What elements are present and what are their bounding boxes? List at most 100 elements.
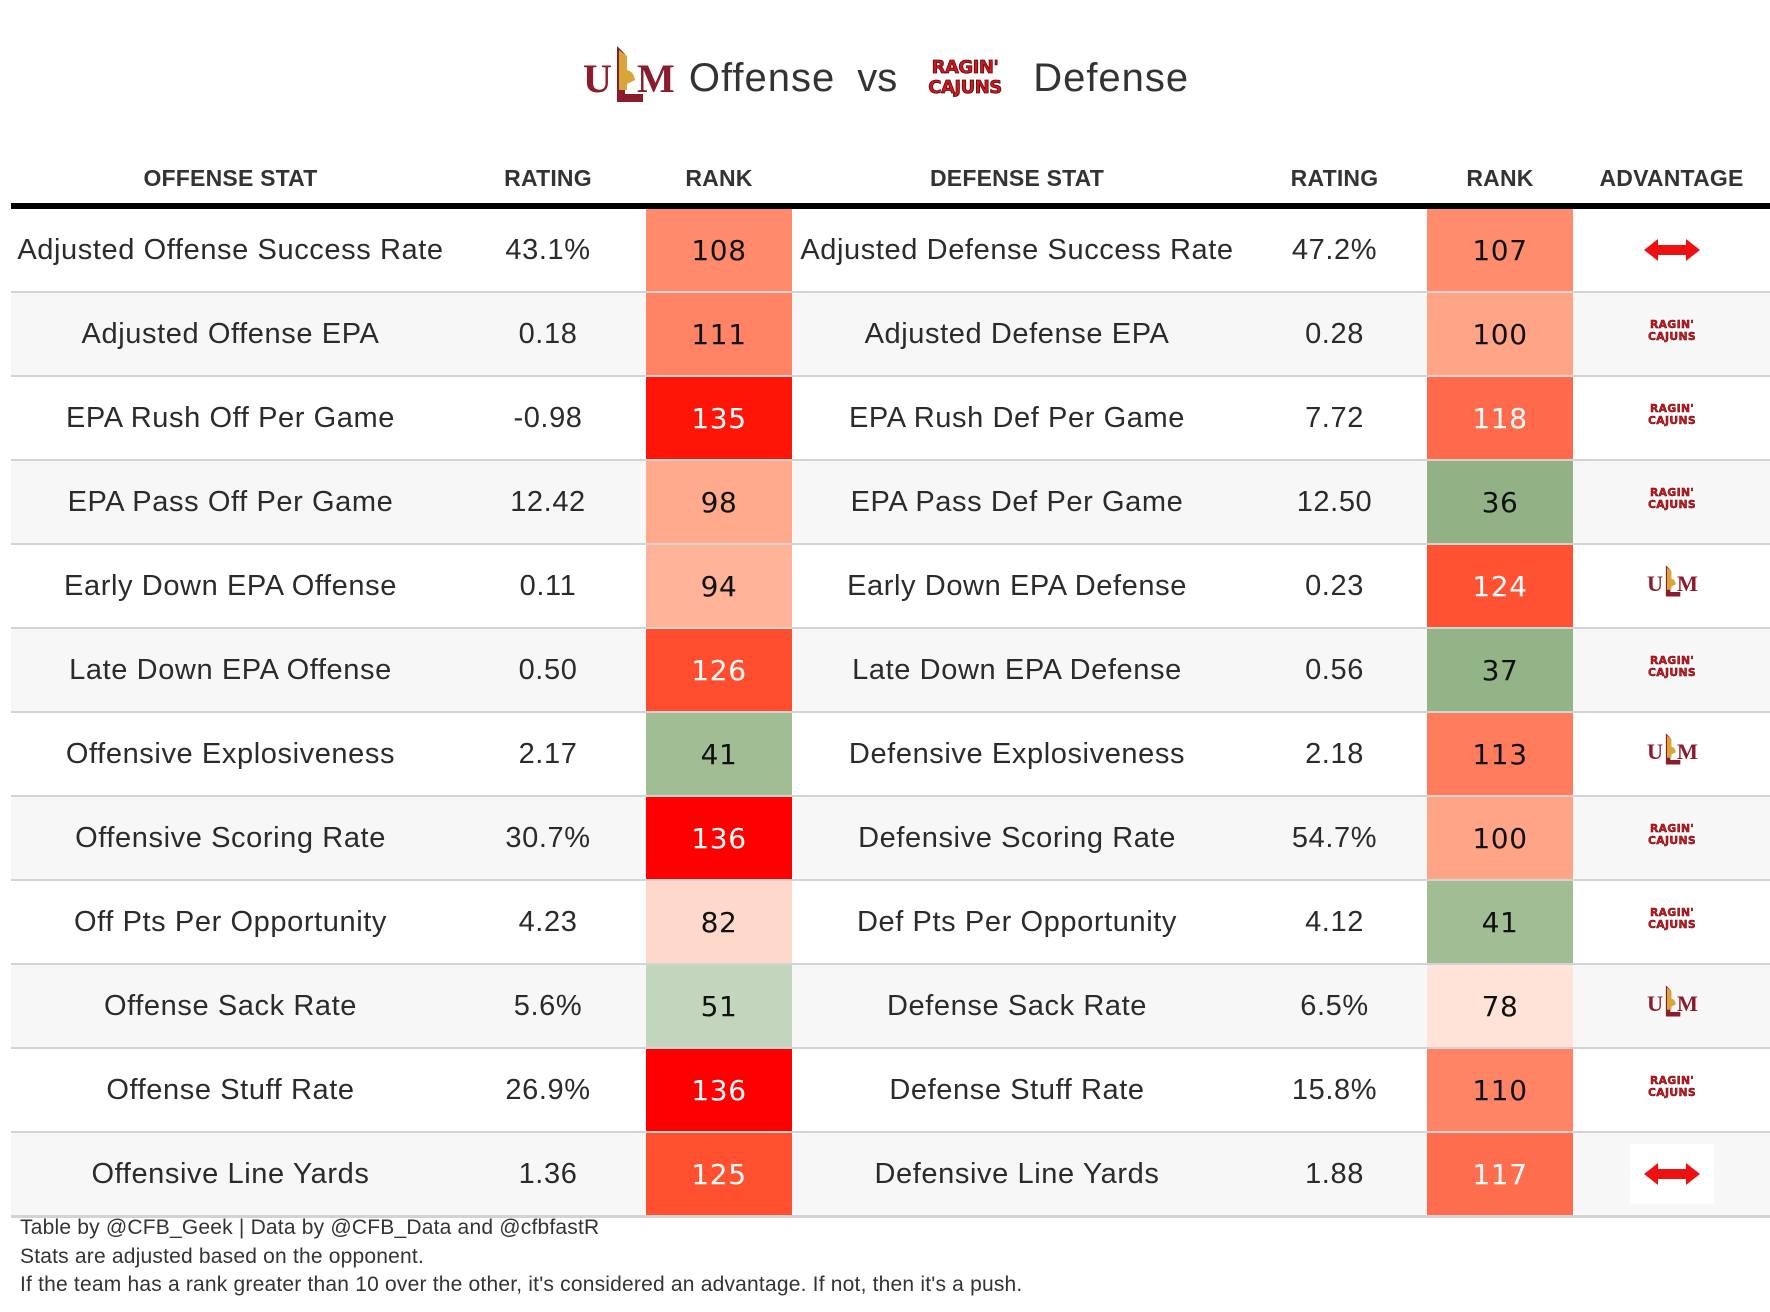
offense-rating: 5.6% [450,963,646,1048]
footer-adjust-note: Stats are adjusted based on the opponent… [20,1244,425,1268]
offense-stat-name: Early Down EPA Offense [11,543,450,628]
defense-rank: 117 [1427,1131,1573,1218]
advantage-cell: RAGIN' CAJUNS [1573,291,1770,376]
table-row: Offense Sack Rate 5.6% 51 Defense Sack R… [11,963,1770,1048]
svg-text:U: U [1647,739,1663,764]
ragin-cajuns-logo: RAGIN' CAJUNS [1647,654,1695,679]
offense-rating: 26.9% [450,1047,646,1132]
svg-text:CAJUNS: CAJUNS [1647,330,1695,343]
offense-stat-name: Adjusted Offense EPA [11,291,450,376]
svg-text:RAGIN': RAGIN' [1649,402,1693,415]
svg-text:CAJUNS: CAJUNS [1647,834,1695,847]
defense-rank: 78 [1427,963,1573,1048]
offense-rank: 98 [646,459,792,544]
advantage-cell: RAGIN' CAJUNS [1573,879,1770,964]
offense-rank: 51 [646,963,792,1048]
defense-rating: 12.50 [1242,459,1427,544]
ragin-cajuns-logo: RAGIN' CAJUNS [919,51,1011,106]
advantage-indicator [1629,1144,1714,1204]
offense-stat-name: Adjusted Offense Success Rate [17,234,444,266]
push-box [1629,220,1714,280]
table-header-row: OFFENSE STAT RATING RANK DEFENSE STAT RA… [11,153,1770,206]
defense-label: Defense [1033,55,1190,100]
advantage-indicator: RAGIN' CAJUNS [1644,903,1700,933]
offense-rating: 1.36 [450,1131,646,1218]
offense-stat-name: Offensive Scoring Rate [11,795,450,880]
defense-rating: 15.8% [1242,1047,1427,1132]
offense-label: Offense [688,55,836,100]
col-header-defense-rating: RATING [1290,164,1379,191]
footer-credit: Table by @CFB_Geek | Data by @CFB_Data a… [20,1216,600,1239]
advantage-cell [1573,206,1770,292]
table-row: Offensive Line Yards 1.36 125 Defensive … [11,1131,1770,1218]
svg-text:M: M [1677,739,1698,764]
defense-rank: 36 [1427,459,1573,544]
offense-rating: 43.1% [505,233,591,266]
offense-rank: 135 [646,375,792,460]
defense-stat-name: Adjusted Defense EPA [792,291,1242,376]
offense-rating: 12.42 [450,459,646,544]
svg-text:RAGIN': RAGIN' [1649,906,1693,919]
ulm-logo: U M [1647,733,1698,765]
offense-rank: 111 [646,291,792,376]
defense-rating: 2.18 [1242,711,1427,796]
ulm-logo: U M [1647,565,1697,597]
svg-text:RAGIN': RAGIN' [1649,654,1693,667]
table-row: Late Down EPA Offense 0.50 126 Late Down… [11,627,1770,712]
footer-notes: Table by @CFB_Geek | Data by @CFB_Data a… [20,1214,1022,1300]
advantage-cell: RAGIN' CAJUNS [1573,375,1770,460]
col-header-offense-stat: OFFENSE STAT [143,164,318,191]
defense-stat-name: Adjusted Defense Success Rate [800,234,1234,266]
offense-rank: 136 [646,795,792,880]
col-header-defense-stat: DEFENSE STAT [929,164,1105,191]
defense-rating: 0.23 [1242,543,1427,628]
defense-stat-name: Early Down EPA Defense [792,543,1242,628]
col-header-offense-rating: RATING [504,164,592,191]
svg-text:RAGIN': RAGIN' [1649,822,1693,835]
svg-text:CAJUNS: CAJUNS [1647,414,1695,427]
table-row: EPA Rush Off Per Game -0.98 135 EPA Rush… [11,375,1770,460]
defense-rating: 4.12 [1242,879,1427,964]
double-arrow-icon [1643,239,1700,261]
ragin-cajuns-logo: RAGIN' CAJUNS [1647,402,1695,427]
advantage-indicator: RAGIN' CAJUNS [1644,1071,1700,1101]
ragin-cajuns-logo: RAGIN' CAJUNS [1647,906,1695,931]
defense-stat-name: Defensive Scoring Rate [792,795,1242,880]
col-header-defense-rank: RANK [1466,164,1534,191]
advantage-indicator [1629,220,1714,280]
offense-rating: 2.17 [450,711,646,796]
ragin-cajuns-logo: RAGIN' CAJUNS [1647,822,1695,847]
offense-stat-name: Off Pts Per Opportunity [11,879,450,964]
advantage-indicator: U M [1644,982,1700,1022]
defense-rank: 110 [1427,1047,1573,1132]
offense-stat-name: Offense Stuff Rate [11,1047,450,1132]
offense-rating: 0.11 [450,543,646,628]
offense-rank: 125 [646,1131,792,1218]
offense-stat-name: Offensive Line Yards [11,1131,450,1218]
svg-text:RAGIN': RAGIN' [932,57,999,78]
svg-text:CAJUNS: CAJUNS [1647,666,1695,679]
advantage-cell: RAGIN' CAJUNS [1573,627,1770,712]
ragin-cajuns-logo: RAGIN' CAJUNS [1647,318,1695,343]
defense-rank: 118 [1427,375,1573,460]
offense-stat-name: Offensive Explosiveness [11,711,450,796]
svg-text:RAGIN': RAGIN' [1649,318,1693,331]
defense-rank: 124 [1427,543,1573,628]
advantage-cell: RAGIN' CAJUNS [1573,1047,1770,1132]
table-row: Adjusted Offense Success Rate 43.1% 108 … [11,206,1770,292]
ulm-logo: U M [1647,985,1697,1017]
defense-stat-name: EPA Rush Def Per Game [792,375,1242,460]
svg-text:CAJUNS: CAJUNS [1647,498,1695,511]
col-header-advantage: ADVANTAGE [1599,164,1744,191]
defense-rating: 0.28 [1242,291,1427,376]
advantage-cell [1573,1131,1770,1218]
defense-rank: 100 [1427,291,1573,376]
defense-rank: 41 [1427,879,1573,964]
defense-stat-name: Defense Stuff Rate [792,1047,1242,1132]
offense-rank: 82 [646,879,792,964]
advantage-indicator: RAGIN' CAJUNS [1644,315,1700,345]
col-header-offense-rank: RANK [685,164,753,191]
svg-text:M: M [637,56,675,101]
vs-label: vs [857,55,898,100]
offense-rank: 41 [646,711,792,796]
